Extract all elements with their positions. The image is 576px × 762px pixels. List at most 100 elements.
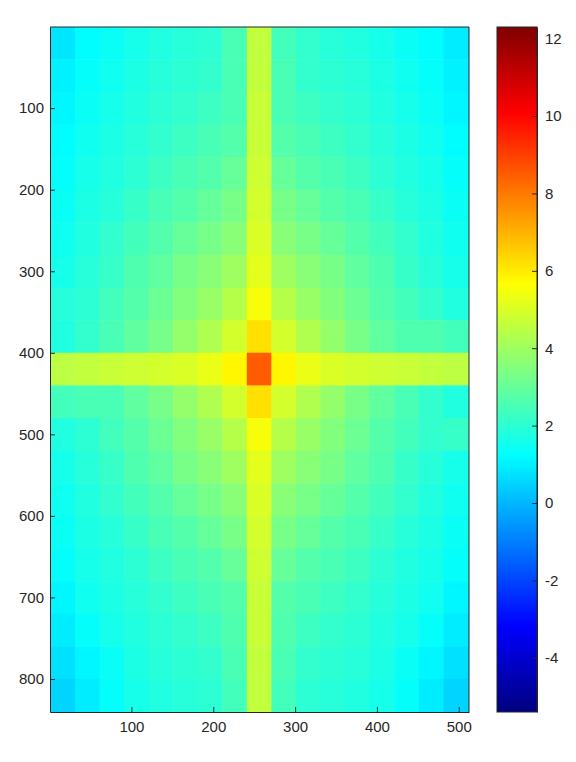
heatmap-cell: [100, 516, 125, 549]
heatmap-cell: [75, 320, 100, 353]
heatmap-cell: [345, 124, 370, 157]
tick-mark: [532, 116, 537, 117]
heatmap-cell: [345, 157, 370, 190]
heatmap-cell: [124, 679, 149, 712]
heatmap-cell: [345, 679, 370, 712]
heatmap-cell: [247, 581, 272, 614]
heatmap-cell: [320, 548, 345, 581]
tick-mark: [131, 707, 132, 712]
heatmap-cell: [394, 124, 419, 157]
heatmap-cell: [50, 516, 75, 549]
heatmap-cell: [370, 614, 395, 647]
heatmap-cell: [419, 222, 444, 255]
heatmap-cell: [271, 92, 296, 125]
heatmap-cell: [173, 614, 198, 647]
heatmap-cell: [100, 353, 125, 386]
heatmap-cell: [444, 190, 469, 223]
tick-mark: [532, 348, 537, 349]
heatmap-cell: [173, 581, 198, 614]
heatmap-cell: [100, 288, 125, 321]
heatmap-cell: [50, 190, 75, 223]
heatmap-cell: [271, 27, 296, 60]
heatmap-cell: [370, 418, 395, 451]
tick-mark: [532, 426, 537, 427]
heatmap-cell: [345, 614, 370, 647]
heatmap-cell: [394, 679, 419, 712]
heatmap-cell: [370, 483, 395, 516]
heatmap-cell: [149, 59, 174, 92]
frame: [469, 27, 470, 712]
heatmap-cell: [124, 190, 149, 223]
heatmap-cell: [247, 451, 272, 484]
heatmap-cell: [296, 385, 321, 418]
tick: 2: [532, 417, 553, 434]
heatmap-cell: [149, 679, 174, 712]
heatmap-cell: [222, 451, 247, 484]
heatmap-cell: [173, 27, 198, 60]
tick: 700: [19, 589, 55, 606]
heatmap-cell: [75, 59, 100, 92]
heatmap-cell: [444, 124, 469, 157]
heatmap-cell: [173, 92, 198, 125]
heatmap-cell: [50, 646, 75, 679]
tick-mark: [50, 353, 55, 354]
heatmap-cell: [173, 190, 198, 223]
heatmap-cell: [247, 418, 272, 451]
heatmap-cell: [124, 646, 149, 679]
heatmap-cell: [345, 353, 370, 386]
tick-mark: [377, 707, 378, 712]
tick-label: 300: [283, 718, 308, 735]
tick: 6: [532, 262, 553, 279]
heatmap-cell: [320, 320, 345, 353]
heatmap-cell: [75, 614, 100, 647]
tick-label: 400: [19, 344, 44, 361]
heatmap-cell: [370, 353, 395, 386]
heatmap-cell: [75, 157, 100, 190]
heatmap-cell: [247, 124, 272, 157]
heatmap-cell: [444, 516, 469, 549]
heatmap-cell: [124, 548, 149, 581]
heatmap-cell: [222, 320, 247, 353]
heatmap-cell: [198, 614, 223, 647]
heatmap-cell: [100, 581, 125, 614]
heatmap-cell: [370, 548, 395, 581]
heatmap-cell: [296, 451, 321, 484]
heatmap-cell: [320, 483, 345, 516]
heatmap-cell: [50, 418, 75, 451]
heatmap-cell: [370, 451, 395, 484]
heatmap-cell: [394, 451, 419, 484]
tick-mark: [50, 516, 55, 517]
axis-line: [537, 28, 538, 713]
heatmap-cell: [394, 418, 419, 451]
heatmap-cell: [75, 27, 100, 60]
heatmap-cell: [345, 288, 370, 321]
heatmap-cell: [320, 27, 345, 60]
heatmap-cell: [444, 27, 469, 60]
heatmap-cell: [394, 59, 419, 92]
tick-mark: [532, 503, 537, 504]
heatmap-cell: [100, 157, 125, 190]
heatmap-cell: [444, 92, 469, 125]
heatmap-cell: [198, 222, 223, 255]
heatmap-cell: [320, 646, 345, 679]
tick: 300: [283, 707, 308, 735]
heatmap-cell: [173, 59, 198, 92]
heatmap-cell: [247, 255, 272, 288]
tick-label: 300: [19, 263, 44, 280]
heatmap-cell: [222, 92, 247, 125]
tick-label: 700: [19, 589, 44, 606]
tick-label: -4: [545, 649, 558, 666]
tick-label: 0: [545, 494, 553, 511]
heatmap-cell: [247, 92, 272, 125]
heatmap-cell: [100, 92, 125, 125]
tick: 500: [447, 707, 472, 735]
heatmap-cell: [370, 255, 395, 288]
heatmap-cell: [149, 483, 174, 516]
heatmap-cell: [50, 288, 75, 321]
heatmap-cell: [271, 288, 296, 321]
heatmap-cell: [50, 385, 75, 418]
heatmap-cell: [198, 516, 223, 549]
heatmap-cell: [50, 255, 75, 288]
heatmap-cell: [296, 548, 321, 581]
heatmap-cell: [419, 27, 444, 60]
